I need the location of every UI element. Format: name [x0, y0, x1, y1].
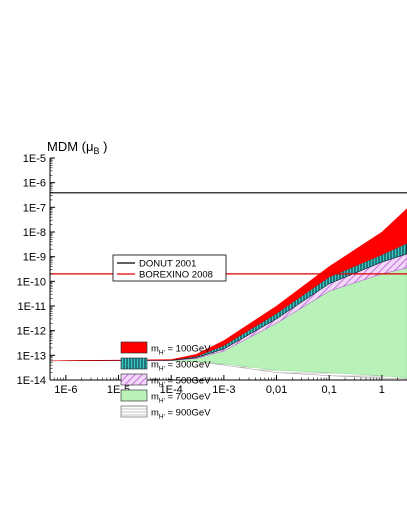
axes-frame	[49, 158, 407, 381]
y-tick-label: 1E-13	[17, 350, 46, 362]
y-tick-label: 1E-14	[17, 375, 46, 387]
legend-band-label: mH' = 300GeV	[151, 360, 211, 373]
x-tick-label: 1	[379, 384, 385, 396]
x-tick-label: 1E-6	[54, 384, 77, 396]
y-tick-label: 1E-6	[23, 178, 46, 190]
legend-band-swatch	[120, 405, 148, 418]
y-tick-label: 1E-8	[23, 227, 46, 239]
legend-line-label: BOREXINO 2008	[139, 270, 213, 281]
legend-band-label: mH' = 100GeV	[151, 344, 211, 357]
legend-mass-bands: mH' = 100GeV mH' = 300GeV mH' = 500GeV mH' …	[120, 341, 211, 421]
legend-band-swatch	[120, 357, 148, 370]
ticks-layer: 1E-14 1E-13 1E-12 1E-11 1E-10 1E-9 1E-8 1E-7 1E-…	[17, 153, 399, 396]
x-tick-label: 1E-4	[160, 384, 183, 396]
legend-band-swatch	[120, 373, 148, 386]
y-tick-label: 1E-5	[23, 153, 46, 165]
legend-band-swatch	[120, 341, 148, 354]
legend-band-swatch	[120, 389, 148, 402]
y-axis-title: MDM (μB )	[47, 139, 107, 156]
legend-band-label: mH' = 900GeV	[151, 408, 211, 421]
y-tick-label: 1E-12	[17, 326, 46, 338]
y-tick-label: 1E-9	[23, 252, 46, 264]
y-tick-label: 1E-11	[17, 301, 46, 313]
y-tick-label: 1E-7	[23, 202, 46, 214]
x-tick-label: 0,1	[322, 384, 337, 396]
legend-line-label: DONUT 2001	[139, 259, 196, 270]
legend-band-label: mH' = 500GeV	[151, 376, 211, 389]
band-100gev	[50, 208, 407, 361]
y-tick-label: 1E-10	[17, 276, 46, 288]
x-tick-label: 1E-3	[212, 384, 235, 396]
reference-lines	[50, 192, 407, 275]
legend-lines-box	[112, 254, 227, 282]
bands-layer	[50, 208, 407, 380]
legend-band-label: mH' = 700GeV	[151, 392, 211, 405]
band-700gev	[50, 267, 407, 379]
x-tick-label: 0,01	[266, 384, 287, 396]
